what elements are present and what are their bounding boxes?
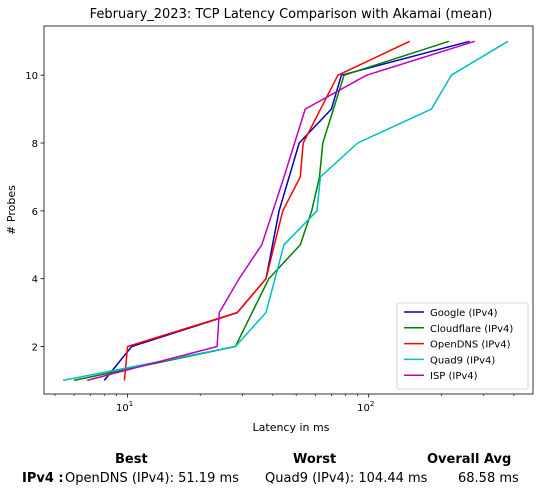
summary-panel: Best Worst Overall Avg IPv4 : OpenDNS (I… (0, 440, 548, 496)
overall-avg-header: Overall Avg (427, 452, 512, 467)
series-line-4 (87, 40, 475, 382)
y-axis: 2 4 6 8 10 (25, 71, 44, 354)
legend-label: OpenDNS (IPv4) (430, 340, 511, 351)
x-tick-label: 101 (116, 400, 133, 414)
x-axis: 101 102 (54, 394, 515, 414)
y-tick-label: 8 (32, 139, 38, 150)
best-header: Best (115, 452, 148, 467)
legend: Google (IPv4) Cloudflare (IPv4) OpenDNS (I… (396, 302, 529, 390)
chart-title: February_2023: TCP Latency Comparison wi… (90, 7, 493, 22)
worst-value: Quad9 (IPv4): 104.44 ms (265, 471, 428, 486)
legend-box (396, 302, 529, 390)
x-tick-label: 102 (357, 400, 374, 414)
y-tick-label: 4 (32, 275, 38, 286)
y-tick-label: 6 (32, 207, 38, 218)
series-line-3 (62, 40, 509, 382)
legend-label: ISP (IPv4) (430, 371, 478, 382)
legend-label: Cloudflare (IPv4) (430, 324, 513, 335)
y-tick-label: 10 (25, 71, 38, 82)
legend-label: Google (IPv4) (430, 308, 498, 319)
overall-avg-value: 68.58 ms (458, 471, 519, 486)
series-line-1 (73, 40, 450, 382)
x-axis-label: Latency in ms (253, 421, 330, 434)
worst-header: Worst (293, 452, 337, 467)
series-lines (62, 40, 509, 382)
latency-chart: February_2023: TCP Latency Comparison wi… (5, 7, 534, 434)
series-line-0 (103, 40, 470, 381)
y-axis-label: # Probes (5, 185, 18, 235)
ipv4-row-label: IPv4 : (22, 471, 64, 486)
legend-label: Quad9 (IPv4) (430, 355, 495, 366)
plot-frame (43, 25, 534, 395)
y-tick-label: 2 (32, 343, 38, 354)
best-value: OpenDNS (IPv4): 51.19 ms (65, 471, 239, 486)
series-line-2 (123, 40, 411, 381)
